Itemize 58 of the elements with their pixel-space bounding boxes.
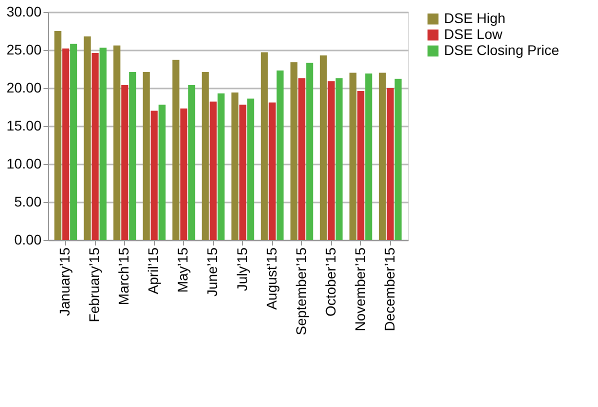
bar: [349, 72, 356, 240]
bar: [121, 84, 128, 240]
bar: [84, 36, 91, 240]
bar: [247, 98, 254, 240]
bar: [100, 48, 107, 240]
bar: [276, 70, 284, 240]
bar: [268, 102, 276, 240]
bar: [150, 110, 158, 240]
legend-label: DSE Closing Price: [444, 42, 560, 58]
bar: [142, 72, 150, 240]
x-tick-label: October’15: [322, 247, 338, 317]
bar: [54, 31, 62, 240]
legend-label: DSE Low: [444, 26, 504, 42]
y-tick-label: 5.00: [14, 194, 42, 210]
x-tick-label: February’15: [86, 247, 102, 322]
y-tick-label: 15.00: [6, 118, 42, 134]
bar: [328, 81, 335, 240]
y-tick-label: 30.00: [6, 4, 42, 20]
y-tick-label: 10.00: [6, 156, 42, 172]
bar: [378, 72, 386, 240]
x-tick-label: December’15: [381, 247, 398, 332]
bar: [336, 78, 343, 240]
bar: [180, 108, 188, 240]
bar: [113, 45, 120, 240]
legend-label: DSE High: [444, 10, 506, 26]
bar: [239, 104, 246, 240]
x-tick-label: March’15: [116, 247, 132, 306]
bar: [188, 84, 196, 240]
bar: [202, 72, 209, 240]
bar: [129, 72, 136, 240]
bar: [92, 53, 99, 240]
x-tick-label: November’15: [352, 247, 368, 332]
x-tick-label: April’15: [145, 247, 162, 294]
x-tick-label: July’15: [234, 247, 250, 292]
x-tick-label: May’15: [174, 247, 191, 293]
bar: [306, 62, 314, 240]
bar: [357, 91, 364, 240]
bar: [394, 78, 402, 240]
bar: [210, 102, 217, 240]
bar: [158, 104, 166, 240]
bar: [386, 88, 394, 240]
bar: [231, 92, 238, 240]
x-tick-label: January’15: [56, 247, 73, 316]
bar: [70, 44, 78, 240]
bar: [298, 78, 306, 240]
bar: [260, 52, 268, 240]
bar: [172, 60, 180, 240]
y-tick-label: 25.00: [6, 42, 42, 58]
bar: [290, 62, 298, 240]
bar: [320, 55, 327, 240]
y-tick-label: 0.00: [14, 232, 42, 248]
bar: [218, 93, 225, 240]
bar: [62, 48, 70, 240]
x-tick-label: September’15: [292, 247, 309, 336]
x-tick-label: August’15: [263, 247, 280, 310]
y-tick-label: 20.00: [6, 80, 42, 96]
bar: [365, 74, 372, 240]
x-tick-label: June’15: [204, 247, 220, 297]
